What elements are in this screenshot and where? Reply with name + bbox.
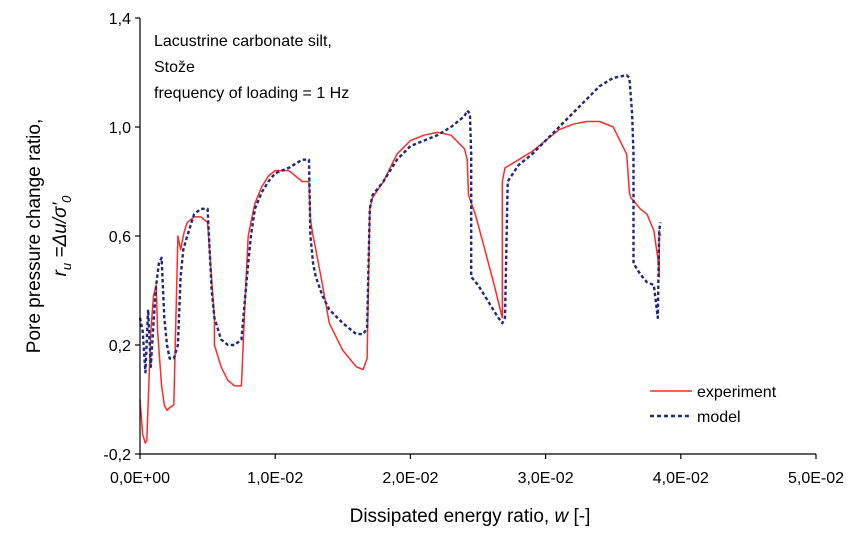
y-axis-title: Pore pressure change ratio, ru =Δu/σ'0 <box>24 119 74 353</box>
y-tick-label: 0,6 <box>109 229 131 246</box>
annotation-line-1: Lacustrine carbonate silt, <box>154 33 332 50</box>
legend-label-experiment: experiment <box>697 384 777 401</box>
x-tick-label: 5,0E-02 <box>788 470 844 487</box>
legend: experiment model <box>650 384 777 426</box>
x-axis-title: Dissipated energy ratio, w [-] <box>350 506 591 527</box>
x-tick-label: 3,0E-02 <box>518 470 574 487</box>
plot-area <box>140 18 816 454</box>
x-tick-label: 1,0E-02 <box>247 470 303 487</box>
series-layer <box>138 73 662 444</box>
annotation-line-2: Stože <box>154 59 195 76</box>
series-line-model <box>138 73 662 374</box>
y-tick-label: 1,0 <box>109 120 131 137</box>
x-tick-label: 0,0E+00 <box>110 470 170 487</box>
y-tick-label: -0,2 <box>103 447 131 464</box>
annotation-box: Lacustrine carbonate silt, Stože frequen… <box>154 33 349 102</box>
y-tick-label: 1,4 <box>109 11 131 28</box>
tick-layer: -0,2 0,2 0,6 1,0 1,4 0,0E+00 1,0E-02 2,0E-02 3,0… <box>103 11 844 487</box>
y-axis-title-line-1: Pore pressure change ratio, <box>24 119 45 353</box>
x-tick-label: 2,0E-02 <box>382 470 438 487</box>
y-tick-label: 0,2 <box>109 338 131 355</box>
legend-label-model: model <box>697 409 741 426</box>
x-tick-label: 4,0E-02 <box>653 470 709 487</box>
annotation-line-3: frequency of loading = 1 Hz <box>154 85 349 102</box>
y-axis-title-line-2: ru =Δu/σ'0 <box>50 195 74 277</box>
